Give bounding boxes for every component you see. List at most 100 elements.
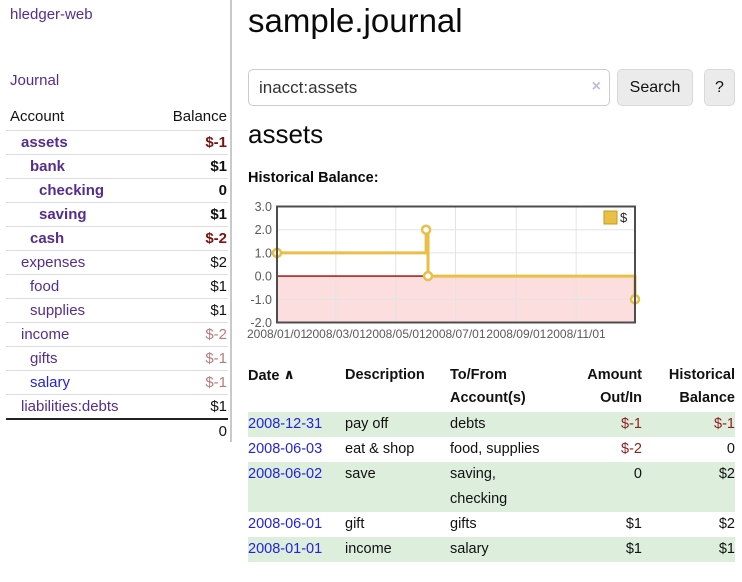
- date-link[interactable]: 2008-12-31: [248, 416, 323, 432]
- svg-text:3.0: 3.0: [255, 200, 272, 214]
- account-row: supplies $1: [6, 298, 228, 322]
- accounts-table: Account Balance assets $-1 bank $1 checking 0…: [6, 103, 228, 442]
- accounts-rows: assets $-1 bank $1 checking 0 saving $1 cash $-2 e…: [6, 130, 228, 418]
- account-row: saving $1: [6, 202, 228, 226]
- sidebar-item-saving[interactable]: saving: [39, 206, 87, 223]
- account-balance: $1: [210, 206, 227, 223]
- main-content: sample.journal × Search ? assets Histori…: [247, 0, 735, 582]
- account-balance: $-1: [205, 350, 227, 367]
- account-row: gifts $-1: [6, 346, 228, 370]
- app-title-link[interactable]: hledger-web: [10, 6, 93, 23]
- row-balance: $2: [718, 516, 735, 532]
- accounts-header-balance: Balance: [172, 108, 227, 125]
- row-date: 2008-06-02: [248, 462, 345, 512]
- svg-text:2008/01/01: 2008/01/01: [247, 327, 307, 341]
- sidebar-item-checking[interactable]: checking: [39, 182, 105, 199]
- account-balance: $1: [210, 158, 227, 175]
- sidebar-item-gifts[interactable]: gifts: [30, 350, 58, 367]
- date-link[interactable]: 2008-01-01: [248, 541, 323, 557]
- search-box: ×: [248, 69, 610, 106]
- header-description: Description: [345, 367, 425, 383]
- account-balance: $1: [210, 278, 227, 295]
- row-amount: $-2: [621, 441, 642, 457]
- table-row: 2008-06-02 save saving, checking 0 $2: [248, 462, 735, 512]
- header-date[interactable]: Date ∧: [248, 366, 295, 384]
- row-date: 2008-01-01: [248, 537, 345, 562]
- account-row: salary $-1: [6, 370, 228, 394]
- row-date: 2008-12-31: [248, 412, 345, 437]
- sidebar-item-expenses[interactable]: expenses: [21, 254, 86, 271]
- account-row: cash $-2: [6, 226, 228, 250]
- row-accounts: salary: [450, 541, 489, 557]
- row-balance: $-1: [714, 416, 735, 432]
- account-heading: assets: [248, 119, 324, 149]
- account-balance: $-2: [205, 326, 227, 343]
- svg-text:0.0: 0.0: [255, 270, 272, 284]
- accounts-total-row: 0: [6, 418, 228, 442]
- account-balance: $-1: [205, 134, 227, 151]
- sidebar-item-salary[interactable]: salary: [30, 374, 71, 391]
- row-description: gift: [345, 516, 365, 532]
- sidebar-item-journal[interactable]: Journal: [10, 72, 60, 89]
- svg-text:2008/09/01: 2008/09/01: [486, 327, 546, 341]
- svg-text:2008/05/01: 2008/05/01: [366, 327, 426, 341]
- account-row: checking 0: [6, 178, 228, 202]
- accounts-header-account: Account: [10, 108, 65, 125]
- date-link[interactable]: 2008-06-03: [248, 441, 323, 457]
- row-description: pay off: [345, 416, 389, 432]
- row-amount: 0: [633, 466, 642, 482]
- row-description: save: [345, 466, 376, 482]
- row-description: eat & shop: [345, 441, 415, 457]
- svg-text:$: $: [620, 210, 628, 225]
- sidebar-item-food[interactable]: food: [30, 278, 60, 295]
- svg-text:1.0: 1.0: [255, 246, 272, 260]
- sidebar-item-assets[interactable]: assets: [21, 134, 68, 151]
- account-row: expenses $2: [6, 250, 228, 274]
- register-header: Date ∧ Description To/From Account(s) Amo…: [248, 362, 735, 410]
- row-accounts: gifts: [450, 516, 477, 532]
- svg-text:2008/11/01: 2008/11/01: [547, 327, 606, 341]
- header-accounts: To/From Account(s): [450, 367, 526, 406]
- accounts-table-header: Account Balance: [6, 103, 228, 130]
- row-amount: $1: [625, 541, 642, 557]
- sidebar-item-liabilities-debts[interactable]: liabilities:debts: [21, 398, 119, 415]
- header-balance: Historical Balance: [668, 367, 735, 406]
- page-title: sample.journal: [248, 2, 463, 39]
- row-accounts: food, supplies: [450, 441, 540, 457]
- register-rows: 2008-12-31 pay off debts $-1 $-1 2008-06-03 ea…: [248, 412, 735, 562]
- account-balance: $2: [210, 254, 227, 271]
- register-table: Date ∧ Description To/From Account(s) Amo…: [248, 362, 735, 562]
- chart-svg: $3.0 2.0 1.0 0.0 -1.0 -2.02008/01/012008/03/0…: [247, 200, 641, 341]
- date-link[interactable]: 2008-06-02: [248, 466, 323, 482]
- account-balance: $-2: [205, 230, 227, 247]
- svg-text:2.0: 2.0: [255, 223, 272, 237]
- row-balance: $2: [718, 466, 735, 482]
- sidebar-item-cash[interactable]: cash: [30, 230, 65, 247]
- search-button[interactable]: Search: [617, 69, 693, 106]
- account-row: assets $-1: [6, 130, 228, 154]
- row-accounts: saving, checking: [450, 466, 508, 507]
- account-balance: $1: [210, 302, 227, 319]
- date-link[interactable]: 2008-06-01: [248, 516, 323, 532]
- sidebar-item-income[interactable]: income: [21, 326, 70, 343]
- svg-text:2008/07/01: 2008/07/01: [425, 327, 485, 341]
- clear-search-icon[interactable]: ×: [591, 78, 601, 95]
- sidebar-item-supplies[interactable]: supplies: [30, 302, 86, 319]
- search-input[interactable]: [248, 69, 610, 106]
- svg-text:2008/03/01: 2008/03/01: [306, 327, 366, 341]
- account-balance: $-1: [205, 374, 227, 391]
- sidebar-item-bank[interactable]: bank: [30, 158, 66, 175]
- help-button[interactable]: ?: [704, 69, 735, 106]
- accounts-total-value: 0: [218, 423, 227, 440]
- row-balance: $1: [718, 541, 735, 557]
- table-row: 2008-06-03 eat & shop food, supplies $-2 0: [248, 437, 735, 462]
- table-row: 2008-06-01 gift gifts $1 $2: [248, 512, 735, 537]
- row-date: 2008-06-03: [248, 437, 345, 462]
- svg-text:-2.0: -2.0: [250, 316, 272, 330]
- account-balance: $1: [210, 398, 227, 415]
- svg-text:-1.0: -1.0: [250, 293, 272, 307]
- table-row: 2008-01-01 income salary $1 $1: [248, 537, 735, 562]
- chart-legend: $: [603, 210, 628, 225]
- row-amount: $-1: [621, 416, 642, 432]
- account-balance: 0: [218, 182, 227, 199]
